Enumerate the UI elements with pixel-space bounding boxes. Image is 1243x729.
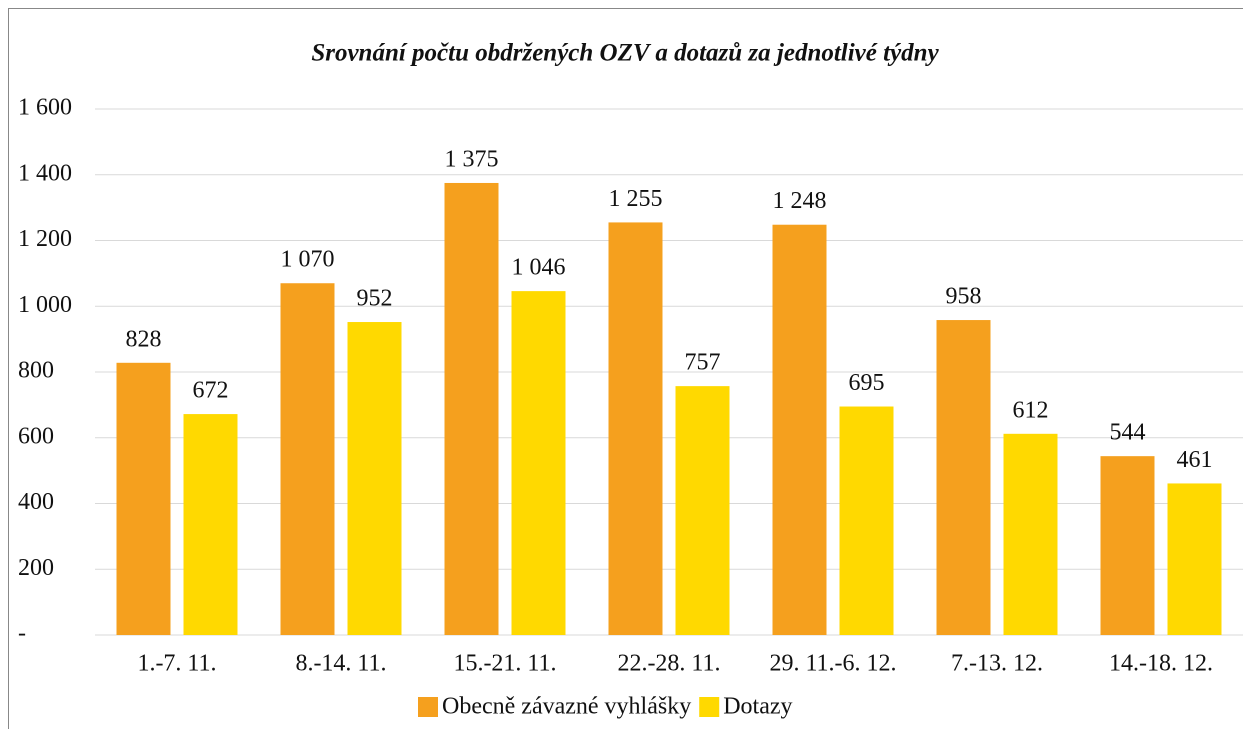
data-label: 1 070 xyxy=(281,247,335,273)
legend-swatch xyxy=(418,697,438,717)
data-label: 1 046 xyxy=(512,255,566,281)
legend-label: Obecně závazné vyhlášky xyxy=(442,694,691,720)
bar xyxy=(511,291,566,635)
y-tick-label: 600 xyxy=(18,423,54,449)
bar xyxy=(347,322,402,635)
x-tick-label: 22.-28. 11. xyxy=(617,651,720,677)
data-label: 757 xyxy=(685,350,721,376)
x-tick-label: 8.-14. 11. xyxy=(295,651,386,677)
y-tick-label: 800 xyxy=(18,358,54,384)
data-label: 1 375 xyxy=(445,146,499,172)
legend-swatch xyxy=(699,697,720,717)
y-tick-label: 400 xyxy=(18,489,54,515)
data-label: 952 xyxy=(357,286,393,312)
y-tick-label: 1 400 xyxy=(18,160,72,186)
bar xyxy=(1167,483,1222,635)
data-label: 695 xyxy=(849,370,885,396)
data-label: 958 xyxy=(946,284,982,310)
data-label: 672 xyxy=(193,378,229,404)
x-tick-label: 7.-13. 12. xyxy=(951,651,1043,677)
y-tick-label: - xyxy=(18,621,26,647)
bar xyxy=(280,283,335,635)
chart-border xyxy=(8,8,1243,729)
x-tick-label: 15.-21. 11. xyxy=(453,651,556,677)
y-tick-label: 1 200 xyxy=(18,226,72,252)
y-tick-label: 1 600 xyxy=(18,95,72,121)
bar xyxy=(839,406,894,635)
data-label: 1 255 xyxy=(609,186,663,212)
bar xyxy=(1003,433,1058,635)
bar xyxy=(444,182,499,635)
x-tick-label: 29. 11.-6. 12. xyxy=(769,651,896,677)
bar xyxy=(116,362,171,635)
legend-label: Dotazy xyxy=(723,694,792,720)
bar xyxy=(772,224,827,635)
bar xyxy=(608,222,663,635)
bar xyxy=(675,386,730,635)
data-label: 461 xyxy=(1177,447,1213,473)
bar xyxy=(936,320,991,635)
bar xyxy=(1100,456,1155,635)
x-tick-label: 1.-7. 11. xyxy=(137,651,216,677)
y-tick-label: 200 xyxy=(18,555,54,581)
y-tick-label: 1 000 xyxy=(18,292,72,318)
data-label: 1 248 xyxy=(773,188,827,214)
bar xyxy=(183,414,238,635)
chart-title: Srovnání počtu obdržených OZV a dotazů z… xyxy=(311,40,939,67)
data-label: 612 xyxy=(1013,397,1049,423)
x-tick-label: 14.-18. 12. xyxy=(1109,651,1213,677)
data-label: 828 xyxy=(126,326,162,352)
data-label: 544 xyxy=(1110,420,1146,446)
